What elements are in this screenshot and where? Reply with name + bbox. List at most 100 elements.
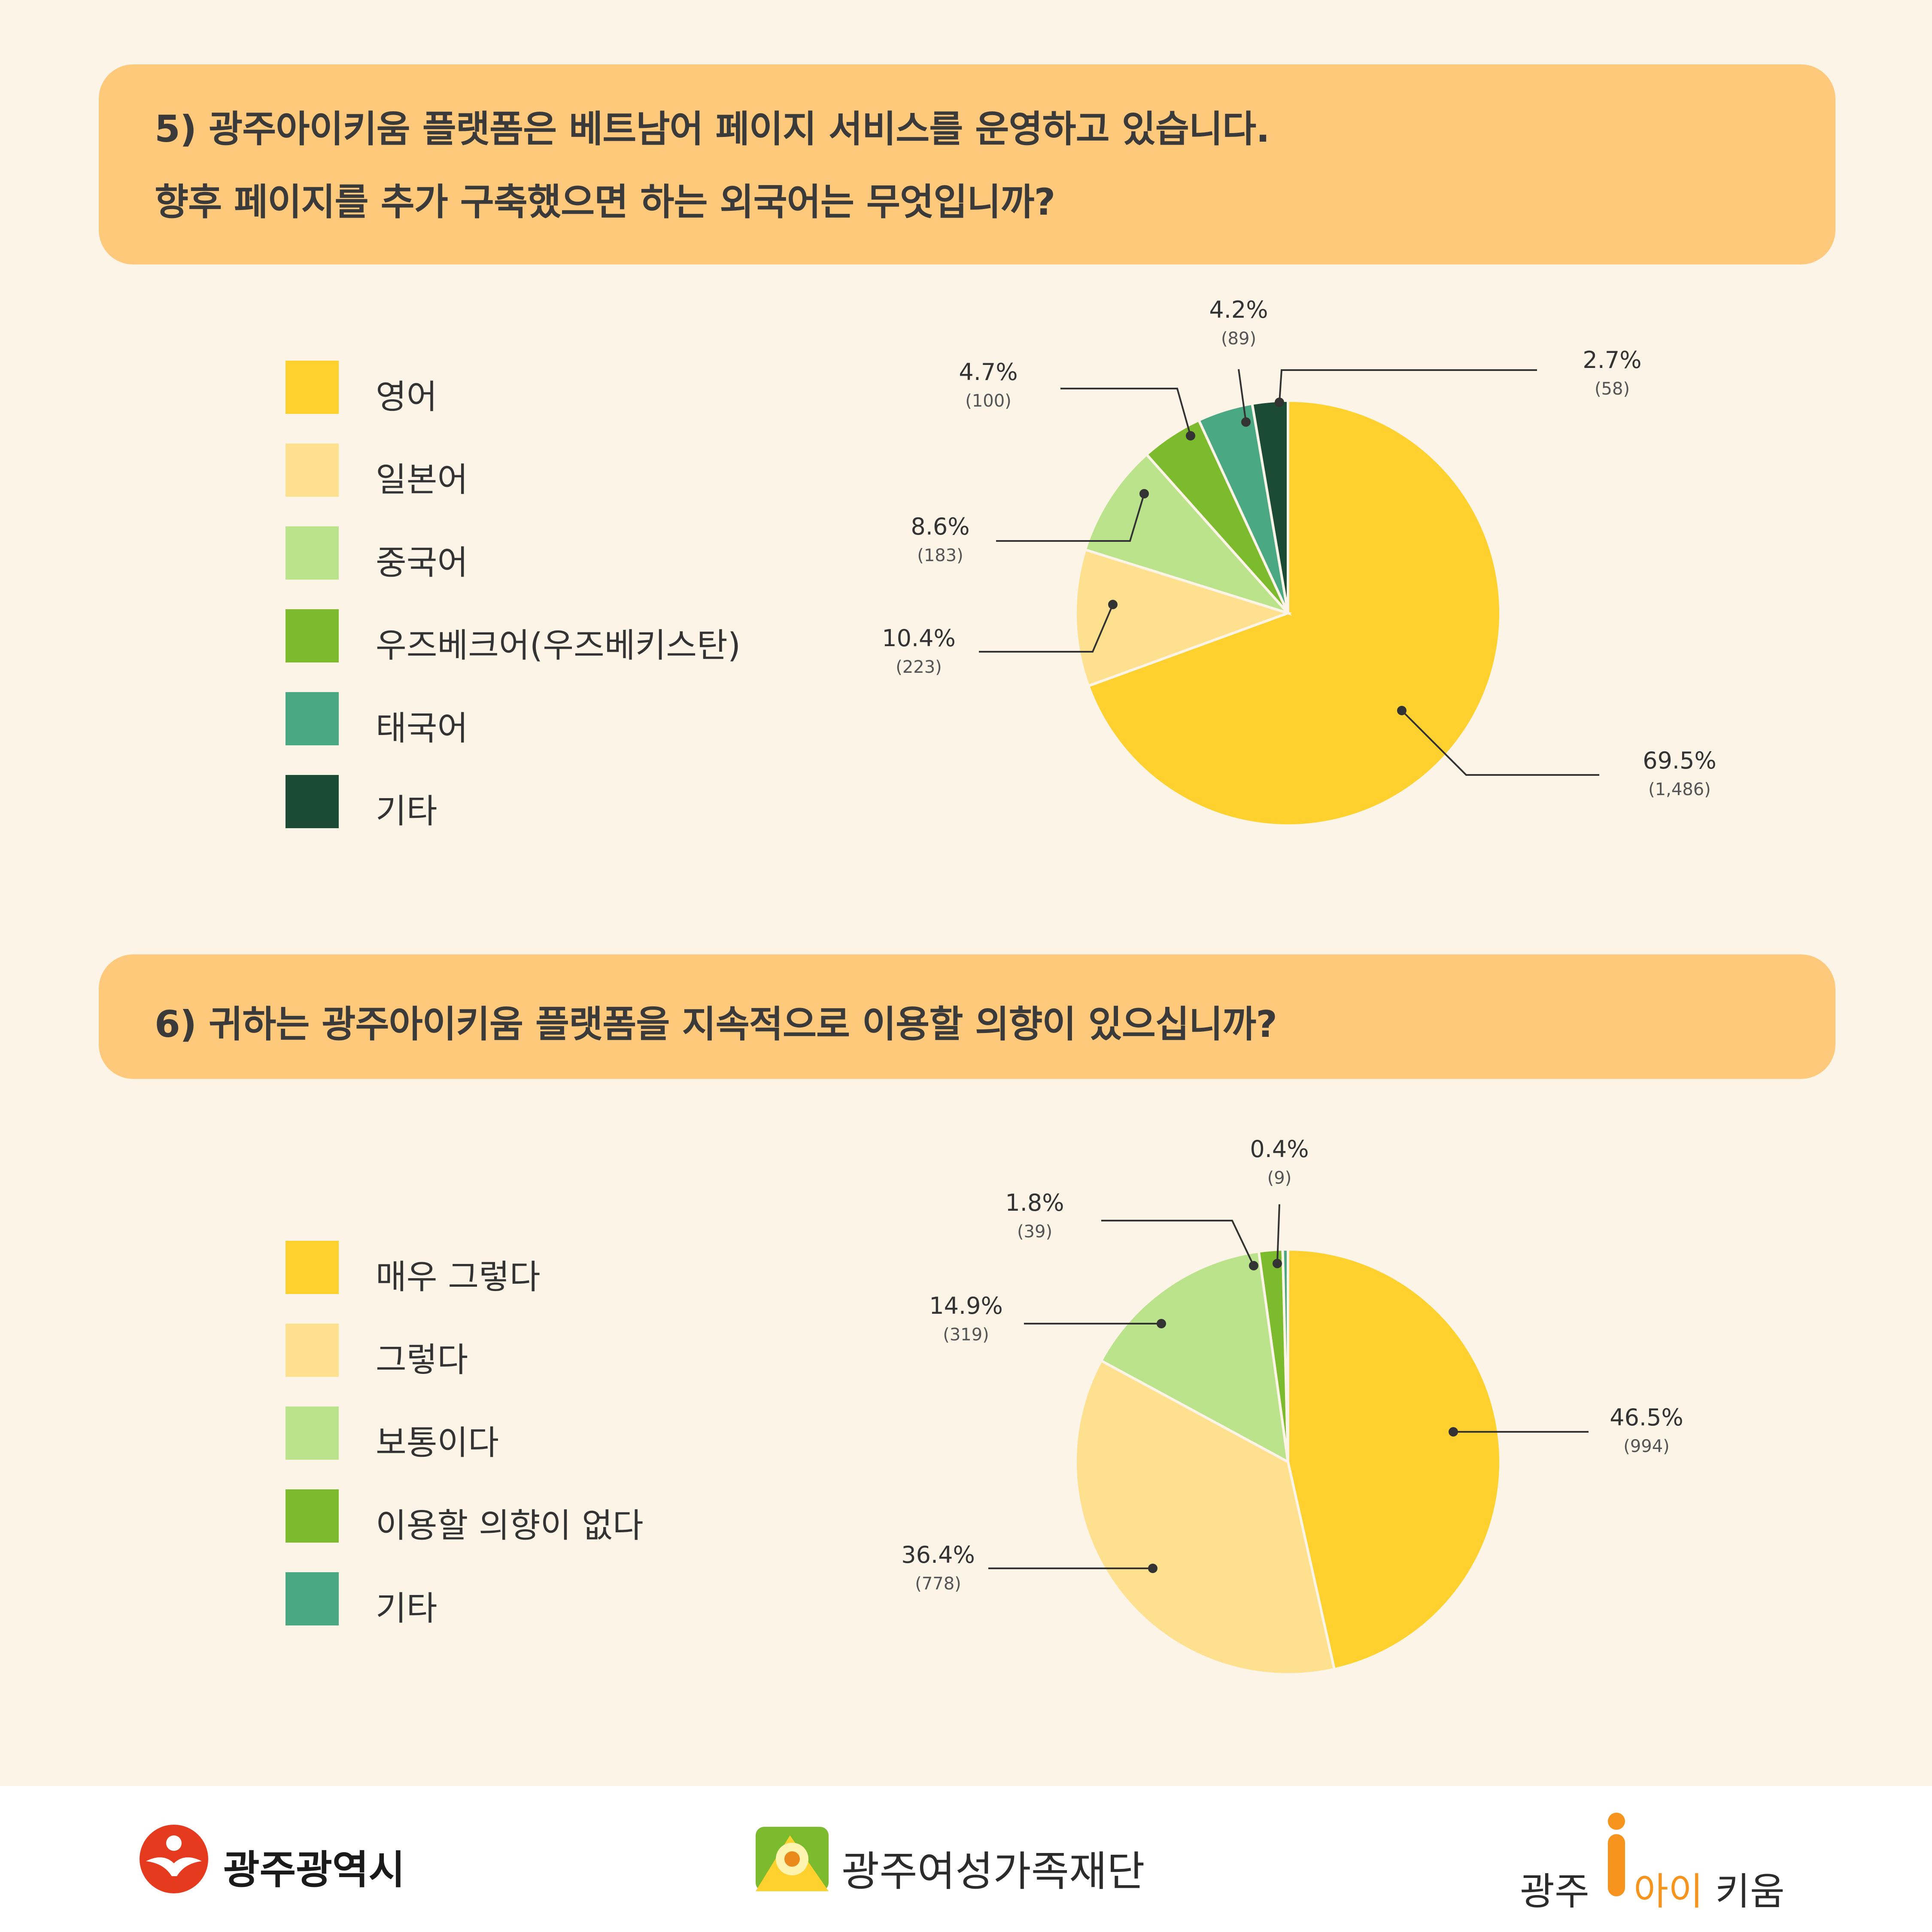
legend-label-1-3: 이용할 의향이 없다 (376, 1507, 644, 1545)
legend-item-0-1: 일본어 (286, 444, 801, 499)
pie-label-0-2: 8.6% (183) (911, 489, 1149, 565)
q5-question-banner: 5) 광주아이키움 플랫폼은 베트남어 페이지 서비스를 운영하고 있습니다. … (99, 64, 1835, 264)
pct-label-0-5: 2.7% (1583, 346, 1641, 374)
legend-item-0-5: 기타 (286, 775, 801, 831)
pie-label-1-1: 36.4% (778) (901, 1541, 1157, 1594)
foundation-name: 광주여성가족재단 (841, 1847, 1145, 1896)
leader-dot-1-3 (1249, 1261, 1258, 1270)
legend-swatch-1-1 (286, 1324, 339, 1377)
legend-swatch-0-3 (286, 609, 339, 662)
pct-label-0-0: 69.5% (1643, 747, 1716, 774)
count-label-0-1: (223) (896, 657, 942, 677)
pct-label-1-0: 46.5% (1610, 1404, 1683, 1431)
q5-title-line2: 향후 페이지를 추가 구축했으면 하는 외국어는 무엇입니까? (155, 181, 1055, 224)
count-label-1-3: (39) (1017, 1222, 1052, 1242)
legend-item-0-3: 우즈베크어(우즈베키스탄) (286, 609, 801, 665)
ikium-logo-prefix: 광주 (1520, 1869, 1589, 1914)
leader-dot-0-3 (1186, 431, 1195, 440)
pie-label-1-4: 0.4% (9) (1250, 1136, 1309, 1268)
legend-swatch-1-4 (286, 1572, 339, 1625)
count-label-1-4: (9) (1267, 1168, 1292, 1188)
foundation-logo: 광주여성가족재단 (751, 1818, 1224, 1900)
ikium-logo-highlight: 아이 (1634, 1869, 1703, 1914)
pct-label-1-4: 0.4% (1250, 1136, 1309, 1163)
ikium-logo-suffix: 키움 (1715, 1869, 1785, 1914)
pie-label-0-5: 2.7% (58) (1275, 346, 1642, 407)
gwangju-city-logo: 광주광역시 (137, 1823, 438, 1896)
legend-label-1-2: 보통이다 (376, 1424, 499, 1462)
pct-label-0-2: 8.6% (911, 513, 969, 540)
ikium-person-icon (1608, 1813, 1625, 1896)
foundation-emblem-icon (756, 1827, 829, 1891)
leader-line-0-2 (996, 493, 1145, 542)
pct-label-0-3: 4.7% (959, 358, 1018, 386)
pie-slice-0-1 (1074, 548, 1292, 688)
legend-label-1-0: 매우 그렇다 (376, 1258, 541, 1297)
pie-slice-1-1 (1074, 1359, 1336, 1676)
pct-label-1-1: 36.4% (901, 1541, 975, 1568)
leader-line-1-3 (1101, 1220, 1255, 1266)
count-label-1-1: (778) (915, 1574, 961, 1594)
legend-label-0-1: 일본어 (376, 461, 468, 499)
count-label-0-2: (183) (917, 546, 963, 565)
legend-label-0-2: 중국어 (376, 544, 468, 582)
leader-dot-1-1 (1148, 1564, 1157, 1573)
pct-label-1-3: 1.8% (1005, 1189, 1064, 1216)
legend-label-1-4: 기타 (376, 1589, 437, 1628)
count-label-0-0: (1,486) (1648, 780, 1711, 799)
pie-label-0-1: 10.4% (223) (882, 600, 1118, 677)
legend-swatch-0-5 (286, 775, 339, 828)
legend-item-0-0: 영어 (286, 361, 801, 416)
legend-item-1-3: 이용할 의향이 없다 (286, 1489, 801, 1545)
legend-item-1-4: 기타 (286, 1572, 801, 1628)
gwangju-city-name: 광주광역시 (223, 1847, 405, 1893)
count-label-1-0: (994) (1623, 1437, 1670, 1456)
leader-line-0-5 (1279, 369, 1537, 403)
count-label-0-5: (58) (1595, 379, 1630, 399)
pie-slice-1-2 (1099, 1250, 1290, 1464)
q6-question-banner: 6) 귀하는 광주아이키움 플랫폼을 지속적으로 이용할 의향이 있으십니까? (99, 954, 1835, 1079)
leader-dot-0-2 (1139, 489, 1149, 498)
pie-slice-0-5 (1251, 399, 1289, 614)
pie-label-1-0: 46.5% (994) (1449, 1404, 1683, 1456)
pie-label-0-3: 4.7% (100) (959, 358, 1195, 440)
leader-line-0-3 (1060, 388, 1191, 436)
leader-dot-0-1 (1108, 600, 1118, 609)
leader-dot-0-0 (1397, 706, 1406, 715)
legend-swatch-0-4 (286, 692, 339, 745)
leader-line-1-4 (1276, 1204, 1280, 1264)
q5-title-line1: 5) 광주아이키움 플랫폼은 베트남어 페이지 서비스를 운영하고 있습니다. (155, 108, 1270, 151)
legend-swatch-1-0 (286, 1241, 339, 1294)
count-label-0-4: (89) (1221, 329, 1256, 349)
leader-dot-0-5 (1275, 398, 1284, 407)
pie-slice-1-0 (1287, 1248, 1502, 1671)
legend-label-0-3: 우즈베크어(우즈베키스탄) (376, 626, 741, 665)
legend-item-1-1: 그렇다 (286, 1324, 801, 1379)
count-label-1-2: (319) (943, 1325, 989, 1345)
q6-pie-chart: 46.5% (994) 36.4% (778) 14.9% (319) 1.8% (39) 0.… (901, 1136, 1683, 1676)
leader-dot-0-4 (1241, 417, 1251, 427)
legend-swatch-0-1 (286, 444, 339, 497)
leader-line-0-1 (979, 604, 1114, 653)
pie-label-1-2: 14.9% (319) (929, 1292, 1166, 1345)
pie-label-0-0: 69.5% (1,486) (1397, 706, 1716, 799)
pct-label-0-4: 4.2% (1209, 296, 1268, 323)
pie-slice-1-4 (1281, 1248, 1289, 1462)
legend-swatch-1-2 (286, 1406, 339, 1460)
legend-label-0-4: 태국어 (376, 709, 468, 748)
legend-item-0-4: 태국어 (286, 692, 801, 748)
leader-line-0-4 (1238, 369, 1247, 422)
legend-item-1-2: 보통이다 (286, 1406, 801, 1462)
pie-label-1-3: 1.8% (39) (1005, 1189, 1258, 1270)
leader-dot-1-2 (1157, 1319, 1166, 1328)
count-label-0-3: (100) (965, 391, 1012, 411)
legend-item-0-2: 중국어 (286, 526, 801, 582)
leader-line-0-0 (1401, 710, 1599, 776)
pie-slice-0-0 (1087, 399, 1502, 827)
gwangju-emblem-icon (140, 1825, 208, 1893)
pct-label-0-1: 10.4% (882, 625, 956, 652)
legend-item-1-0: 매우 그렇다 (286, 1241, 801, 1297)
legend-label-1-1: 그렇다 (376, 1341, 468, 1379)
leader-dot-1-4 (1273, 1259, 1282, 1268)
legend-swatch-0-2 (286, 526, 339, 580)
